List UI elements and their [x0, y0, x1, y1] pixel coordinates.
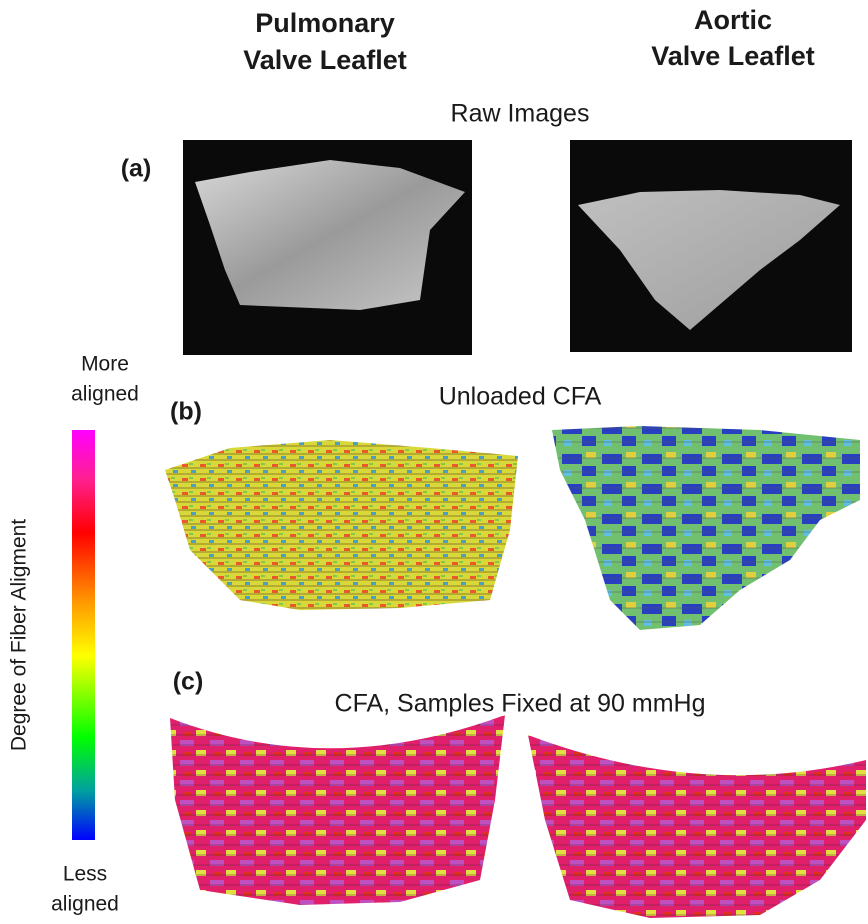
- leaflet: [578, 190, 840, 330]
- colorbar-label: aligned: [71, 383, 139, 406]
- colorbar: [72, 430, 95, 840]
- panel-label: (a): [121, 155, 152, 183]
- panel-title: CFA, Samples Fixed at 90 mmHg: [335, 690, 706, 718]
- column-header: Aortic: [694, 5, 772, 35]
- column-header: Valve Leaflet: [651, 41, 815, 71]
- cfa-map: [552, 426, 860, 630]
- panel-title: Unloaded CFA: [439, 383, 602, 411]
- colorbar-axis-label: Degree of Fiber Aligment: [8, 519, 31, 751]
- panel-label: (b): [170, 398, 202, 426]
- panel-label: (c): [173, 668, 204, 696]
- colorbar-label: aligned: [51, 893, 119, 916]
- cfa-map: [528, 735, 866, 918]
- column-header: Pulmonary: [255, 8, 395, 38]
- colorbar-label: More: [81, 353, 129, 376]
- colorbar-label: Less: [63, 863, 107, 886]
- cfa-map: [170, 715, 505, 905]
- panel-title: Raw Images: [451, 100, 590, 128]
- cfa-map: [165, 440, 518, 610]
- column-header: Valve Leaflet: [243, 45, 407, 75]
- leaflet: [195, 160, 465, 310]
